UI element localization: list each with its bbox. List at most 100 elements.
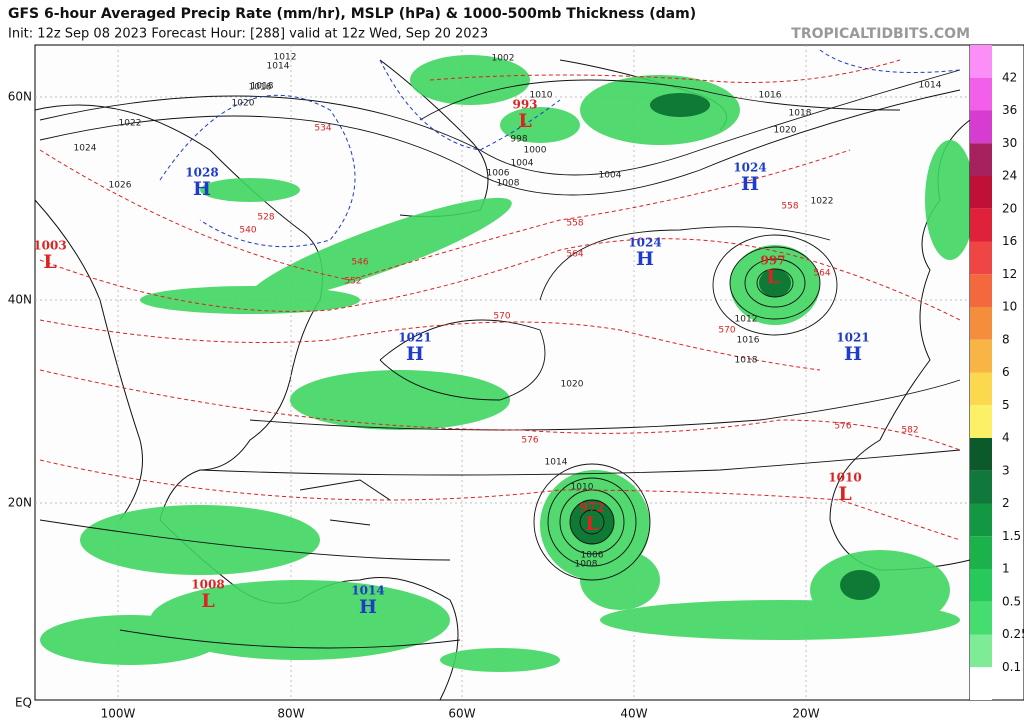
isobar-label: 1004 (511, 159, 534, 169)
isobar-label: 1012 (735, 315, 758, 325)
isobar-label: 1018 (251, 82, 274, 92)
isobar-label: 1014 (919, 81, 942, 91)
colorbar-label: 0.25 (1002, 627, 1024, 641)
isobar-label: 1016 (249, 83, 272, 93)
colorbar-label: 0.1 (1002, 660, 1021, 674)
pressure-letter: H (193, 178, 211, 200)
colorbar-label: 16 (1002, 234, 1017, 248)
isobar-label: 1002 (492, 54, 515, 64)
isobar-label: 1008 (497, 179, 520, 189)
pressure-letter: H (359, 596, 377, 618)
isobar-label: 1014 (545, 458, 568, 468)
colorbar-label: 2 (1002, 496, 1010, 510)
colorbar-label: 42 (1002, 70, 1017, 84)
colorbar-swatch (970, 601, 992, 635)
pressure-value: 1008 (191, 578, 224, 592)
isobar-label: 1016 (759, 91, 782, 101)
isobar-label: 1014 (267, 62, 290, 72)
pressure-value: 1024 (628, 236, 661, 250)
colorbar-swatch (970, 438, 992, 471)
colorbar-label: 8 (1002, 332, 1010, 346)
thickness-label: 534 (314, 124, 331, 134)
colorbar-label: 30 (1002, 136, 1017, 150)
colorbar-label: 3 (1002, 463, 1010, 477)
pressure-letter: H (406, 343, 424, 365)
isobar-label: 1012 (274, 53, 297, 63)
colorbar-swatch (970, 667, 992, 700)
colorbar-swatch (970, 405, 992, 438)
colorbar-swatch (970, 470, 992, 504)
colorbar-label: 1.5 (1002, 529, 1021, 543)
isobar-label: 1020 (232, 99, 255, 109)
colorbar-swatch (970, 634, 992, 668)
colorbar-swatch (970, 208, 992, 242)
precip-heavy (570, 93, 880, 600)
lon-label: 60W (448, 707, 475, 721)
colorbar-label: 1 (1002, 562, 1010, 576)
colorbar-swatch (970, 536, 992, 569)
lon-label: 80W (277, 707, 304, 721)
lat-label: EQ (15, 696, 32, 710)
thickness-label: 540 (239, 226, 256, 236)
isobar-label: 998 (510, 135, 527, 145)
isobar-label: 1004 (599, 171, 622, 181)
pressure-value: 993 (512, 98, 537, 112)
thickness-label: 552 (344, 277, 361, 287)
colorbar-swatch (970, 143, 992, 176)
isobar-label: 1010 (530, 91, 553, 101)
colorbar-swatch (970, 45, 992, 78)
colorbar-label: 20 (1002, 201, 1017, 215)
thickness-label: 558 (781, 202, 798, 212)
colorbar-label: 12 (1002, 267, 1017, 281)
colorbar-label: 24 (1002, 169, 1017, 183)
thickness-lines (39, 59, 961, 541)
pressure-letter: H (741, 173, 759, 195)
lat-label: 20N (8, 496, 32, 510)
lat-label: 60N (8, 90, 32, 104)
pressure-value: 972 (579, 501, 604, 515)
lon-label: 100W (101, 707, 136, 721)
isobar-label: 1006 (487, 169, 510, 179)
thickness-label: 570 (493, 312, 510, 322)
colorbar-swatch (970, 503, 992, 537)
colorbar-swatch (970, 372, 992, 406)
colorbar-label: 4 (1002, 431, 1010, 445)
isobar-label: 1000 (524, 146, 547, 156)
isobar-label: 1018 (789, 109, 812, 119)
colorbar-swatch (970, 77, 992, 111)
colorbar-label: 10 (1002, 300, 1017, 314)
isobar-label: 1006 (581, 551, 604, 561)
colorbar-label: 5 (1002, 398, 1010, 412)
colorbar-swatch (970, 176, 992, 209)
pressure-value: 997 (760, 254, 785, 268)
pressure-value: 1021 (398, 331, 431, 345)
thickness-label: 582 (901, 426, 918, 436)
colorbar-swatch (970, 110, 992, 144)
isobar-label: 1022 (119, 119, 142, 129)
isobar-label: 1018 (735, 356, 758, 366)
thickness-label: 576 (521, 436, 538, 446)
isobar-label: 1016 (737, 336, 760, 346)
thickness-label: 558 (566, 219, 583, 229)
thickness-low (159, 49, 961, 248)
lon-label: 40W (620, 707, 647, 721)
thickness-label: 564 (566, 250, 583, 260)
lat-label: 40N (8, 293, 32, 307)
pressure-letter: H (636, 248, 654, 270)
isobar-label: 1010 (571, 483, 594, 493)
isobars (39, 69, 961, 649)
isobar-label: 1008 (575, 560, 598, 570)
colorbar-swatch (970, 241, 992, 275)
thickness-label: 528 (257, 213, 274, 223)
thickness-label: 576 (834, 422, 851, 432)
pressure-letter: L (201, 590, 214, 612)
pressure-letter: L (766, 266, 779, 288)
isobar-label: 1020 (774, 126, 797, 136)
pressure-letter: L (518, 110, 531, 132)
isobar-label: 1020 (561, 380, 584, 390)
lon-label: 20W (792, 707, 819, 721)
pressure-value: 1003 (33, 239, 66, 253)
pressure-letter: L (43, 251, 56, 273)
